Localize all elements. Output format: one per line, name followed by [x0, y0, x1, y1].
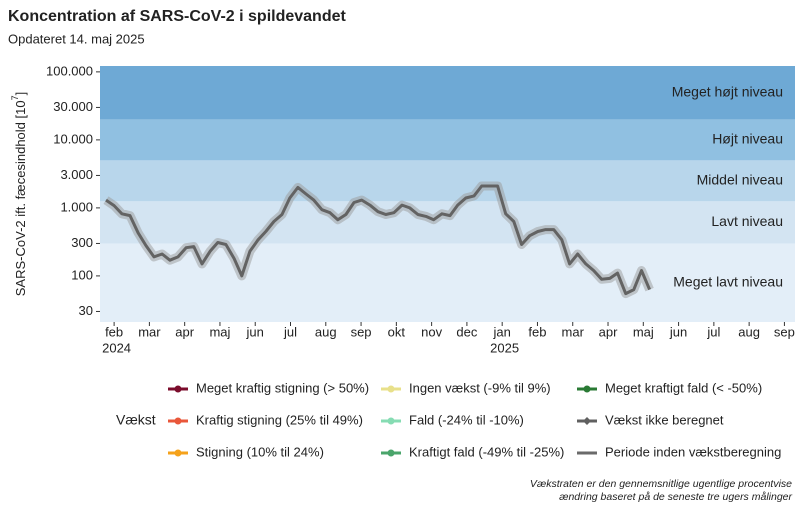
x-tick-label: jun — [669, 324, 687, 339]
x-tick-label: aug — [738, 324, 760, 339]
legend-label: Fald (-24% til -10%) — [409, 412, 524, 427]
footnote: Vækstraten er den gennemsnitlige ugentli… — [530, 478, 792, 490]
band-label: Lavt niveau — [711, 213, 783, 229]
y-axis-label: SARS-CoV-2 ift. fæcesindhold [107] — [10, 92, 28, 296]
band-label: Middel niveau — [697, 172, 783, 188]
x-tick-label: jul — [283, 324, 297, 339]
legend-marker — [387, 449, 395, 457]
level-band — [100, 66, 795, 120]
x-tick-label: sep — [351, 324, 372, 339]
legend-label: Vækst ikke beregnet — [605, 412, 724, 427]
footnote: ændring baseret på de seneste tre ugers … — [559, 491, 792, 503]
legend-label: Stigning (10% til 24%) — [196, 444, 324, 459]
chart-title: Koncentration af SARS-CoV-2 i spildevand… — [8, 8, 347, 25]
x-tick-label: sep — [774, 324, 795, 339]
legend-title: Vækst — [116, 412, 156, 428]
x-tick-label: dec — [456, 324, 477, 339]
y-tick-label: 30.000 — [53, 99, 93, 114]
x-year-label: 2025 — [490, 340, 519, 355]
legend-marker — [583, 417, 591, 425]
legend-marker — [387, 417, 395, 425]
x-tick-label: feb — [105, 324, 123, 339]
legend-label: Meget kraftig stigning (> 50%) — [196, 380, 369, 395]
line — [105, 184, 651, 296]
x-tick-label: jun — [246, 324, 264, 339]
y-tick-label: 3.000 — [60, 167, 93, 182]
legend-marker — [387, 385, 395, 393]
y-tick-label: 100 — [71, 267, 93, 282]
legend-marker — [174, 385, 182, 393]
legend-label: Ingen vækst (-9% til 9%) — [409, 380, 551, 395]
level-band — [100, 201, 795, 244]
y-tick-label: 10.000 — [53, 131, 93, 146]
legend-label: Kraftig stigning (25% til 49%) — [196, 412, 363, 427]
y-tick-label: 30 — [79, 303, 93, 318]
band-label: Meget højt niveau — [672, 83, 783, 99]
level-band — [100, 160, 795, 202]
y-tick-label: 1.000 — [60, 199, 93, 214]
x-tick-label: nov — [421, 324, 442, 339]
level-band — [100, 243, 795, 322]
y-label-exponent: 7 — [10, 95, 20, 100]
x-tick-label: aug — [315, 324, 337, 339]
x-tick-label: jul — [706, 324, 720, 339]
band-label: Højt niveau — [712, 131, 783, 147]
x-tick-label: maj — [633, 324, 654, 339]
x-tick-label: apr — [599, 324, 618, 339]
y-tick-label: 300 — [71, 235, 93, 250]
x-tick-label: mar — [562, 324, 585, 339]
legend-marker — [174, 449, 182, 457]
legend-marker — [583, 385, 591, 393]
x-tick-label: okt — [388, 324, 406, 339]
y-label: SARS-CoV-2 ift. fæcesindhold [10 — [13, 100, 28, 296]
legend-label: Meget kraftigt fald (< -50%) — [605, 380, 762, 395]
band-label: Meget lavt niveau — [673, 273, 783, 289]
legend-label: Kraftigt fald (-49% til -25%) — [409, 444, 564, 459]
y-tick-label: 100.000 — [46, 63, 93, 78]
legend-marker — [174, 417, 182, 425]
x-tick-label: feb — [528, 324, 546, 339]
legend-label: Periode inden vækstberegning — [605, 444, 781, 459]
x-tick-label: maj — [209, 324, 230, 339]
x-year-label: 2024 — [102, 340, 131, 355]
x-tick-label: mar — [138, 324, 161, 339]
x-tick-label: jan — [493, 324, 511, 339]
level-band — [100, 119, 795, 161]
x-tick-label: apr — [175, 324, 194, 339]
chart-subtitle: Opdateret 14. maj 2025 — [8, 31, 145, 46]
y-label-end: ] — [13, 92, 28, 96]
